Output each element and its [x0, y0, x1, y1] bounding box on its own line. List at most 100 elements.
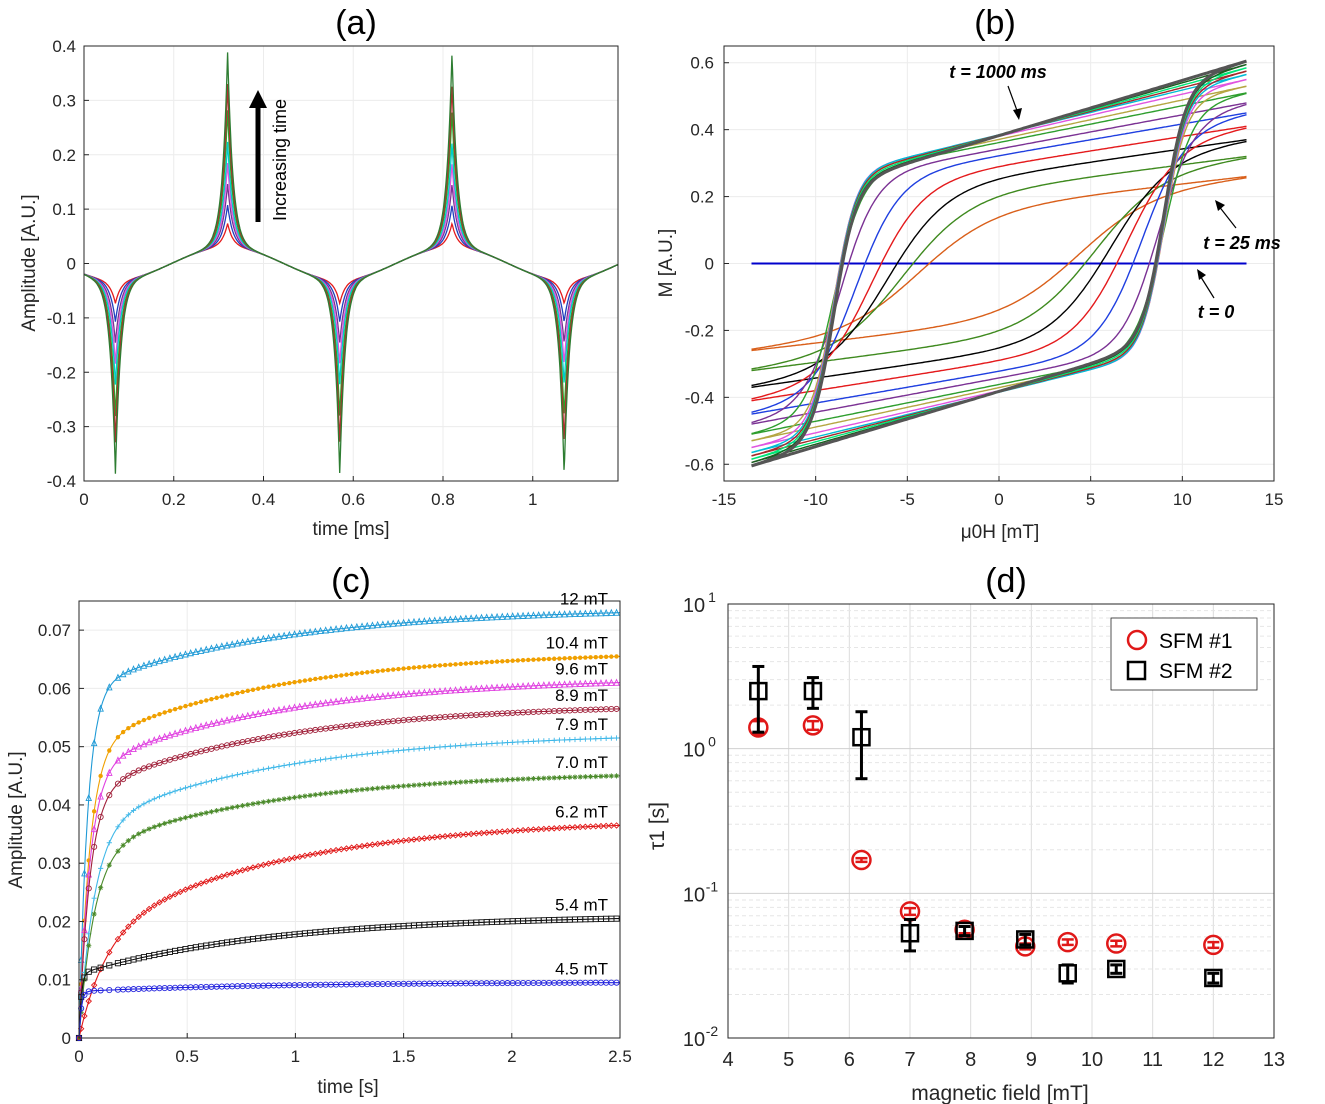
panel-c-series-label: 7.0 mT [555, 753, 608, 772]
panel-c-point [178, 705, 183, 710]
panel-c-point [260, 799, 266, 805]
panel-c-point [540, 610, 548, 619]
panel-c-point [115, 848, 121, 854]
panel-c-point [313, 676, 318, 682]
panel-c-point [452, 743, 459, 749]
panel-c-point [613, 979, 620, 986]
panel-d-xtick-label: 7 [904, 1049, 915, 1071]
panel-c-point [332, 625, 340, 633]
panel-c-point [395, 748, 402, 754]
panel-d-xtick-label: 12 [1202, 1049, 1224, 1071]
panel-c-point [140, 765, 147, 772]
panel-c-point [90, 824, 98, 833]
panel-c-point [613, 678, 620, 686]
panel-c-point [401, 747, 407, 753]
panel-c-point [244, 865, 252, 873]
panel-c-point [353, 843, 361, 851]
panel-c-point [566, 680, 574, 688]
panel-c-xlabel: time [s] [317, 1077, 378, 1098]
panel-c-point [530, 826, 537, 833]
panel-c-point [546, 775, 552, 781]
panel-c-point [515, 658, 521, 663]
panel-c-point [359, 787, 365, 793]
panel-c-point [577, 774, 583, 780]
panel-c-point [370, 669, 375, 674]
panel-c-point [307, 792, 313, 799]
panel-d-point-sfm2 [1016, 930, 1035, 949]
panel-c-point [546, 737, 552, 744]
panel-c-point [426, 834, 433, 842]
panel-c-point [162, 820, 168, 827]
panel-a-ytick-label: -0.1 [47, 309, 76, 328]
panel-a-xlabel: time [ms] [312, 519, 389, 540]
panel-c-point [140, 909, 148, 916]
panel-c-point [432, 781, 438, 787]
panel-c-point [421, 745, 427, 751]
panel-a: (a) 0 0.2 0.4 0.6 0.8 1 -0.4 -0.3 -0.2 -0.1 0 0.1 0.… [19, 4, 619, 540]
panel-c-point [213, 643, 220, 651]
panel-c-point [166, 731, 174, 739]
panel-c-point [301, 852, 309, 860]
legend-marker-sfm1 [1126, 629, 1148, 651]
panel-c-point [327, 847, 335, 855]
panel-c-point [328, 790, 334, 796]
panel-d-xtick-label: 11 [1142, 1049, 1163, 1071]
panel-c-point [380, 785, 386, 791]
panel-c-point [354, 752, 360, 758]
panel-c-point [136, 720, 141, 725]
panel-d-xtick-label: 5 [783, 1049, 794, 1071]
panel-c-point [187, 725, 194, 733]
panel-c-point [85, 997, 92, 1005]
panel-c-point [208, 809, 215, 815]
panel-d-point-sfm2 [803, 681, 823, 701]
panel-c-point [120, 842, 126, 848]
panel-c-xtick-label: 2 [507, 1047, 516, 1066]
panel-d-ytick-label: 10 [683, 1029, 705, 1051]
panel-c-point [265, 765, 272, 771]
panel-c-point [576, 679, 584, 687]
panel-c-point [530, 681, 537, 689]
panel-c-point [463, 779, 469, 785]
panel-d-ytick-exponent: 0 [708, 734, 716, 750]
panel-a-xtick-label: 0 [79, 490, 88, 509]
panel-c-point [613, 735, 620, 741]
panel-c-point [514, 827, 522, 834]
panel-c-point [364, 751, 370, 757]
panel-d-xtick-label: 10 [1081, 1049, 1103, 1071]
panel-c-markers-4.5mT [75, 979, 620, 1042]
panel-c-markers-8.9mT [75, 705, 620, 1042]
panel-c-point [306, 851, 314, 859]
panel-c-point [301, 701, 309, 710]
panel-c-point [494, 777, 500, 783]
panel-c-point [146, 763, 153, 770]
panel-c-point [442, 744, 448, 750]
panel-c-point [114, 673, 122, 681]
panel-c-point [608, 735, 614, 741]
panel-c-ytick-label: 0.06 [38, 679, 71, 698]
panel-c-point [291, 854, 298, 862]
panel-c-point [192, 882, 200, 889]
panel-c-point [375, 785, 381, 791]
panel-c-point [291, 794, 298, 801]
panel-c-point [603, 654, 609, 659]
panel-c-series-label: 10.4 mT [546, 633, 608, 652]
panel-c-point [120, 729, 126, 735]
panel-c-point [462, 831, 470, 838]
panel-c-point [306, 628, 314, 636]
panel-c-point [327, 698, 335, 706]
panel-c-point [504, 827, 511, 835]
panel-c-point [483, 684, 490, 692]
panel-d-point-sfm2 [749, 681, 768, 701]
panel-c-point [384, 691, 392, 699]
panel-b-ylabel: M [A.U.] [656, 229, 677, 298]
panel-c-point [400, 618, 407, 626]
panel-c-point [312, 700, 319, 708]
panel-c-point [317, 791, 324, 797]
panel-c-point [410, 617, 418, 626]
panel-c-point [172, 707, 178, 712]
panel-c-point [416, 664, 422, 670]
panel-c-point [171, 652, 179, 661]
panel-a-ytick-label: 0 [67, 255, 76, 274]
panel-c-point [494, 659, 500, 664]
panel-c-point [162, 710, 167, 715]
